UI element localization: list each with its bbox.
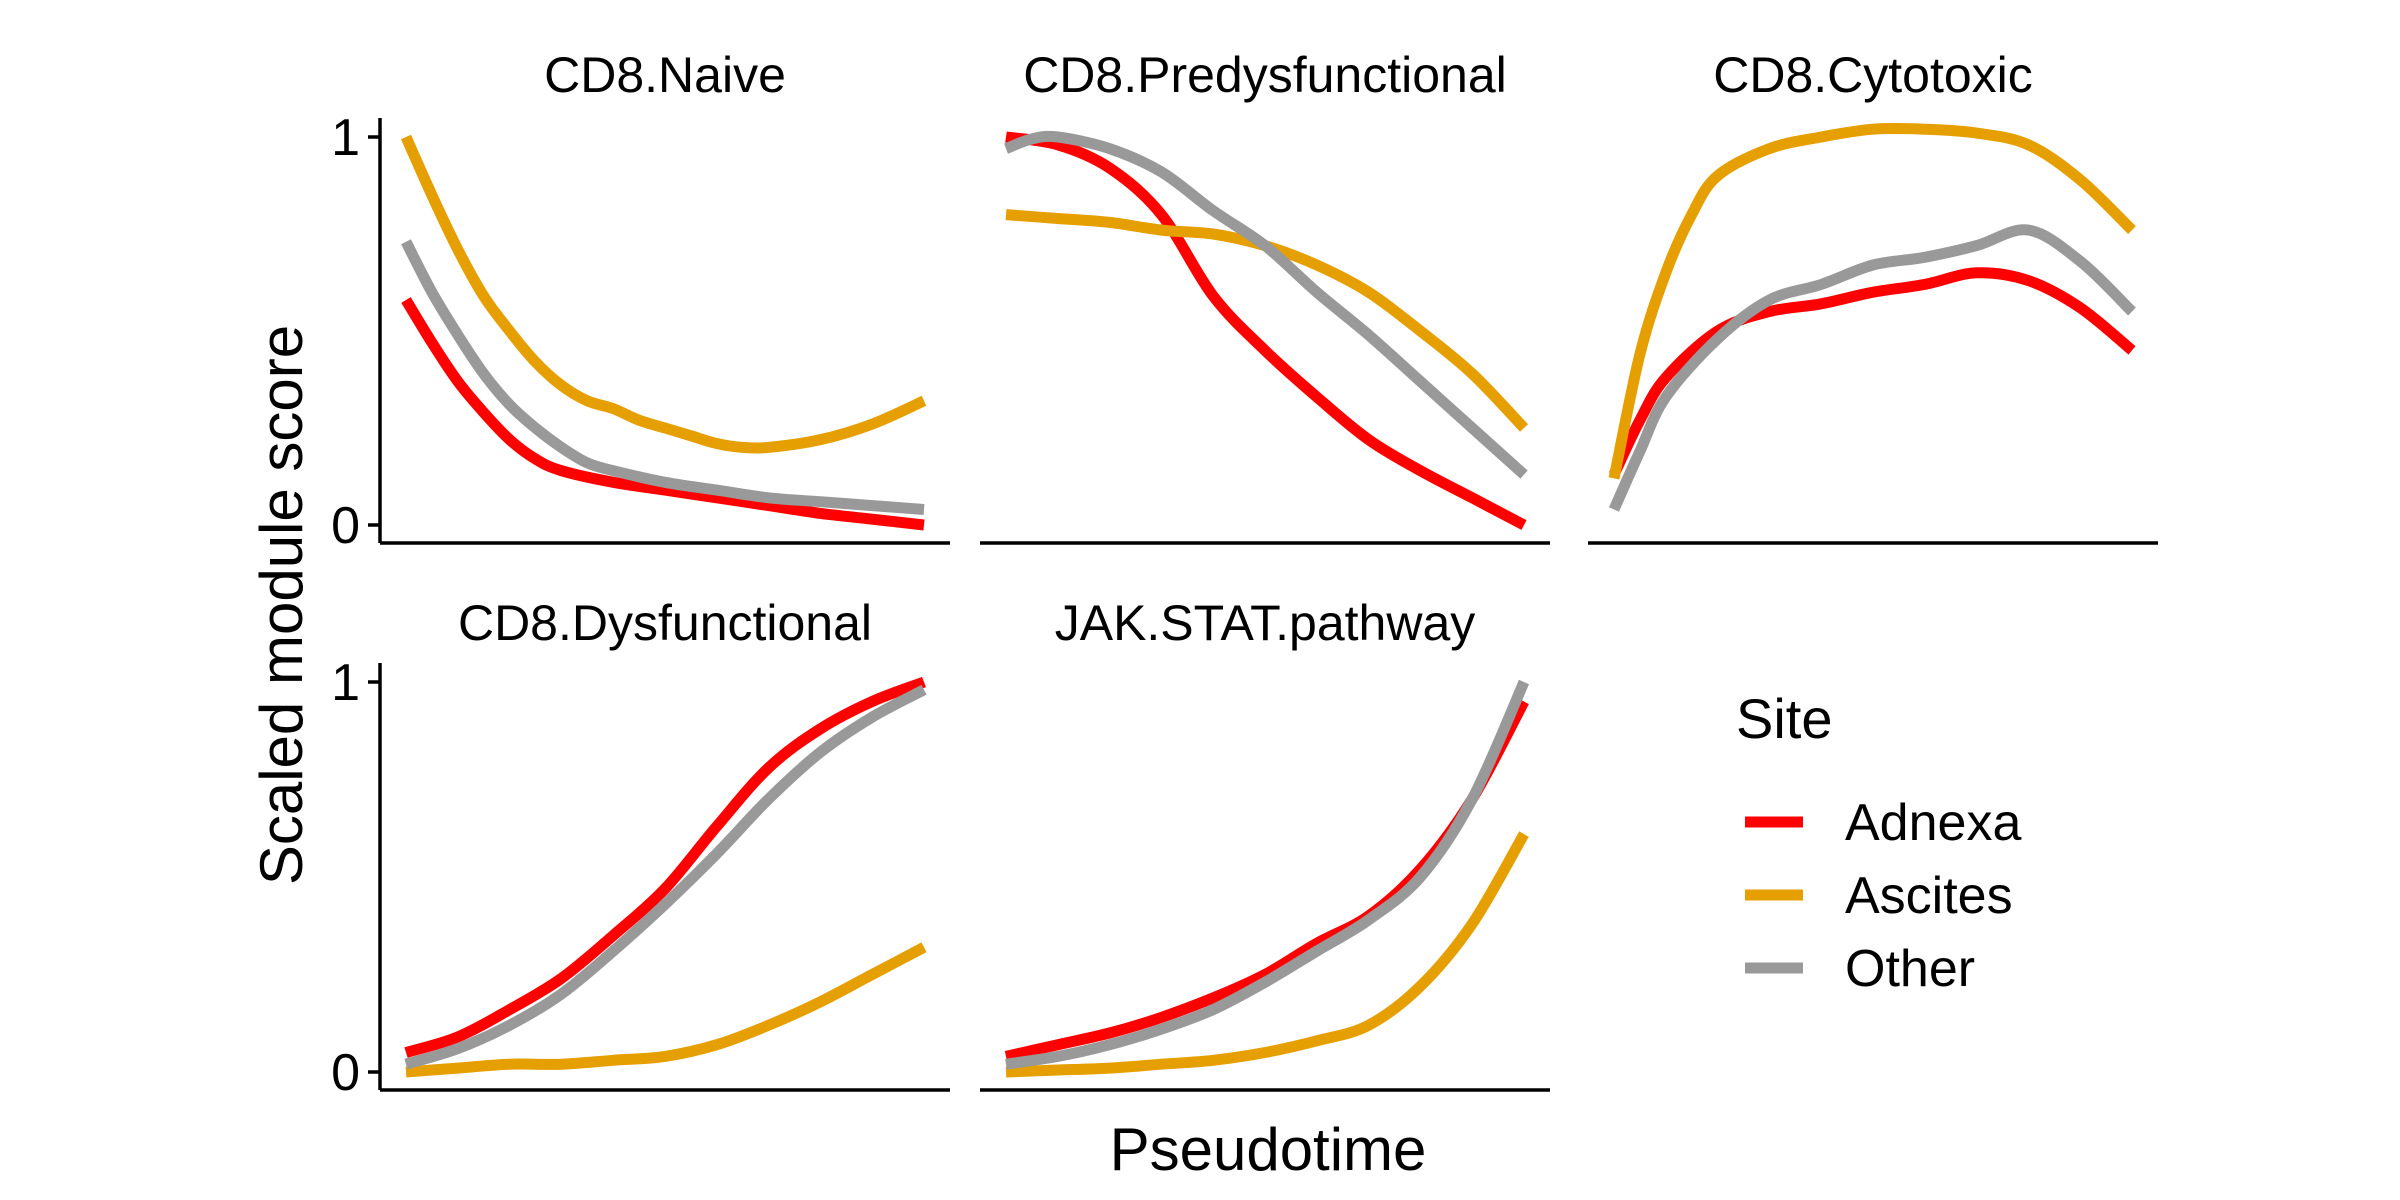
series-line-adnexa	[1609, 267, 2136, 477]
series-line-other	[1005, 679, 1530, 1070]
series-line-ascites	[405, 942, 927, 1078]
legend: Site Adnexa Ascites Other	[1736, 687, 2021, 998]
series-line-ascites	[1608, 122, 2136, 480]
series-line-adnexa	[404, 676, 926, 1058]
facet-title: CD8.Dysfunctional	[458, 595, 872, 651]
series-line-other	[401, 239, 925, 515]
y-tick-label: 1	[331, 654, 360, 712]
legend-label-ascites: Ascites	[1845, 867, 2013, 925]
series-line-other	[1003, 130, 1528, 479]
legend-label-other: Other	[1845, 940, 1975, 998]
series-line-adnexa	[1004, 698, 1529, 1062]
x-axis-title: Pseudotime	[1110, 1116, 1427, 1183]
facet-panel: JAK.STAT.pathway	[980, 595, 1550, 1092]
y-tick-label: 0	[331, 1044, 360, 1102]
y-tick-label: 1	[331, 109, 360, 167]
facet-panel: CD8.Dysfunctional 0 1	[331, 595, 950, 1102]
series-line-other	[1608, 224, 2136, 512]
facet-title: CD8.Predysfunctional	[1023, 47, 1507, 103]
panels-layer: CD8.Naive 0 1 CD8.Predysfunctional CD8.Cytot…	[331, 47, 2158, 1102]
y-tick-label: 0	[331, 497, 360, 555]
legend-items: Adnexa Ascites Other	[1745, 794, 2021, 998]
y-axis-title: Scaled module score	[248, 325, 315, 885]
series-line-other	[404, 684, 927, 1070]
series-line-ascites	[400, 134, 927, 454]
facet-panel: CD8.Naive 0 1	[331, 47, 950, 555]
facet-title: CD8.Cytotoxic	[1713, 47, 2033, 103]
facet-panel: CD8.Predysfunctional	[980, 47, 1550, 545]
facet-title: JAK.STAT.pathway	[1055, 595, 1476, 651]
legend-label-adnexa: Adnexa	[1845, 794, 2021, 852]
series-line-adnexa	[401, 297, 925, 531]
legend-title: Site	[1736, 687, 1833, 750]
series-line-ascites	[1005, 831, 1529, 1078]
series-line-adnexa	[1005, 131, 1527, 530]
facet-panel: CD8.Cytotoxic	[1588, 47, 2158, 545]
facet-title: CD8.Naive	[544, 47, 786, 103]
